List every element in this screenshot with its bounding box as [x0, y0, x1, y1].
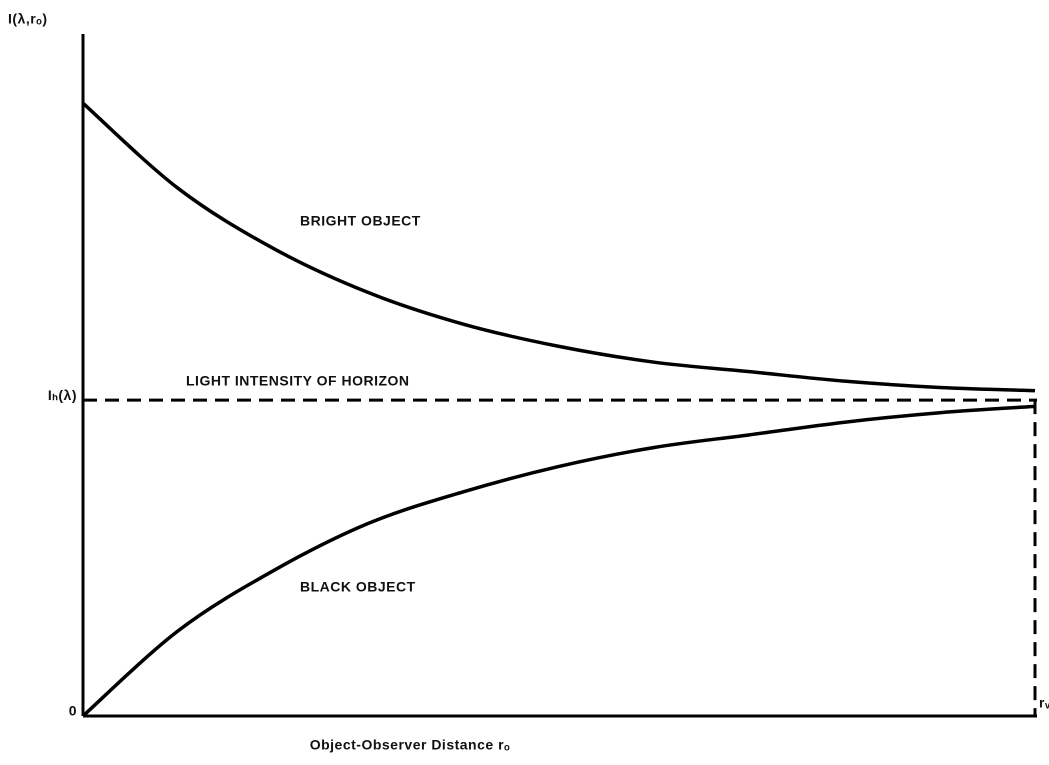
annotation: LIGHT INTENSITY OF HORIZON [186, 373, 410, 389]
y-axis-label: I(λ,rₒ) [8, 11, 48, 27]
x-axis-label: Object-Observer Distance rₒ [310, 737, 511, 753]
series-label: BLACK OBJECT [300, 579, 416, 595]
y-tick-label: Iₕ(λ) [48, 387, 77, 403]
curve [81, 101, 1036, 393]
curve [81, 404, 1036, 718]
series-label: BRIGHT OBJECT [300, 213, 421, 229]
x-tick-label: rᵥ [1039, 695, 1049, 711]
y-tick-label: 0 [69, 703, 77, 719]
